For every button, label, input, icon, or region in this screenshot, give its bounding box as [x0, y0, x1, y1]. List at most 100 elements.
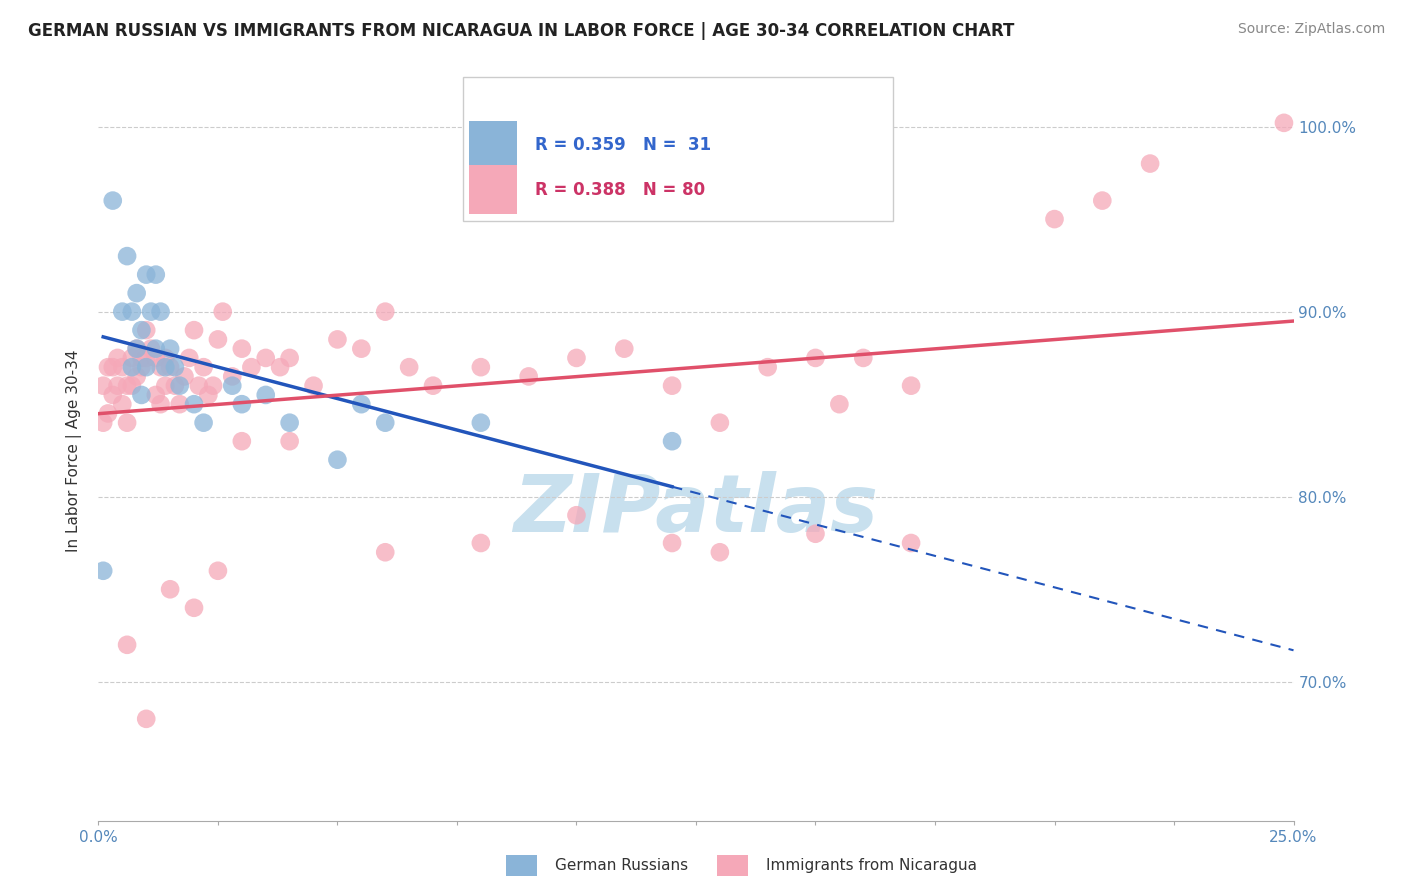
- FancyBboxPatch shape: [470, 121, 517, 169]
- Point: [155, 351, 177, 365]
- Point: [115, 249, 138, 263]
- Point: [374, 545, 396, 559]
- Point: [163, 378, 186, 392]
- Point: [115, 638, 138, 652]
- Point: [145, 342, 167, 356]
- Point: [131, 351, 153, 365]
- Point: [278, 351, 301, 365]
- Point: [139, 342, 162, 356]
- Point: [135, 351, 157, 365]
- Point: [350, 342, 373, 356]
- Point: [135, 360, 157, 375]
- Point: [422, 378, 444, 392]
- Point: [159, 582, 181, 597]
- Point: [900, 536, 922, 550]
- Point: [207, 564, 229, 578]
- Point: [278, 416, 301, 430]
- Point: [111, 360, 134, 375]
- Point: [709, 416, 731, 430]
- Point: [804, 351, 827, 365]
- Point: [302, 378, 325, 392]
- Point: [97, 360, 120, 375]
- Point: [326, 452, 349, 467]
- Point: [1139, 156, 1161, 170]
- Point: [125, 369, 148, 384]
- Point: [470, 536, 492, 550]
- Point: [115, 378, 138, 392]
- Point: [91, 564, 114, 578]
- Point: [187, 378, 209, 392]
- Point: [159, 360, 181, 375]
- Point: [254, 351, 277, 365]
- Text: ZIPatlas: ZIPatlas: [513, 471, 879, 549]
- Point: [804, 526, 827, 541]
- Point: [115, 416, 138, 430]
- Point: [149, 304, 172, 318]
- Point: [202, 378, 225, 392]
- Point: [1091, 194, 1114, 208]
- FancyBboxPatch shape: [463, 77, 893, 221]
- Point: [131, 360, 153, 375]
- Point: [221, 378, 243, 392]
- Point: [193, 416, 215, 430]
- Point: [231, 342, 253, 356]
- Point: [149, 397, 172, 411]
- Point: [326, 332, 349, 346]
- Point: [107, 378, 129, 392]
- Point: [517, 369, 540, 384]
- Point: [159, 342, 181, 356]
- Text: German Russians: German Russians: [555, 858, 689, 872]
- Point: [91, 416, 114, 430]
- Point: [173, 369, 195, 384]
- Point: [131, 388, 153, 402]
- Point: [197, 388, 219, 402]
- Point: [565, 508, 588, 523]
- Point: [155, 360, 177, 375]
- Point: [135, 268, 157, 282]
- Point: [111, 397, 134, 411]
- Point: [145, 388, 167, 402]
- Point: [852, 351, 875, 365]
- Point: [269, 360, 291, 375]
- Point: [169, 397, 191, 411]
- Point: [101, 360, 124, 375]
- Point: [121, 360, 143, 375]
- Point: [278, 434, 301, 449]
- Point: [139, 304, 162, 318]
- Point: [254, 388, 277, 402]
- Point: [101, 388, 124, 402]
- Point: [135, 323, 157, 337]
- Point: [149, 360, 172, 375]
- Point: [107, 351, 129, 365]
- Point: [155, 378, 177, 392]
- Point: [121, 304, 143, 318]
- Point: [91, 378, 114, 392]
- Point: [145, 351, 167, 365]
- Text: Immigrants from Nicaragua: Immigrants from Nicaragua: [766, 858, 977, 872]
- Point: [661, 378, 683, 392]
- Point: [900, 378, 922, 392]
- Point: [565, 351, 588, 365]
- Point: [145, 268, 167, 282]
- Point: [183, 397, 205, 411]
- Point: [121, 351, 143, 365]
- Point: [101, 194, 124, 208]
- Point: [121, 378, 143, 392]
- Point: [231, 434, 253, 449]
- Point: [211, 304, 233, 318]
- Point: [398, 360, 420, 375]
- Point: [1272, 116, 1295, 130]
- Point: [661, 536, 683, 550]
- Point: [125, 342, 148, 356]
- Point: [207, 332, 229, 346]
- Text: GERMAN RUSSIAN VS IMMIGRANTS FROM NICARAGUA IN LABOR FORCE | AGE 30-34 CORRELATI: GERMAN RUSSIAN VS IMMIGRANTS FROM NICARA…: [28, 22, 1015, 40]
- Point: [135, 712, 157, 726]
- Point: [1043, 212, 1066, 227]
- Point: [125, 286, 148, 301]
- Point: [183, 600, 205, 615]
- Point: [470, 416, 492, 430]
- Point: [193, 360, 215, 375]
- Point: [828, 397, 851, 411]
- Point: [183, 323, 205, 337]
- Point: [613, 342, 636, 356]
